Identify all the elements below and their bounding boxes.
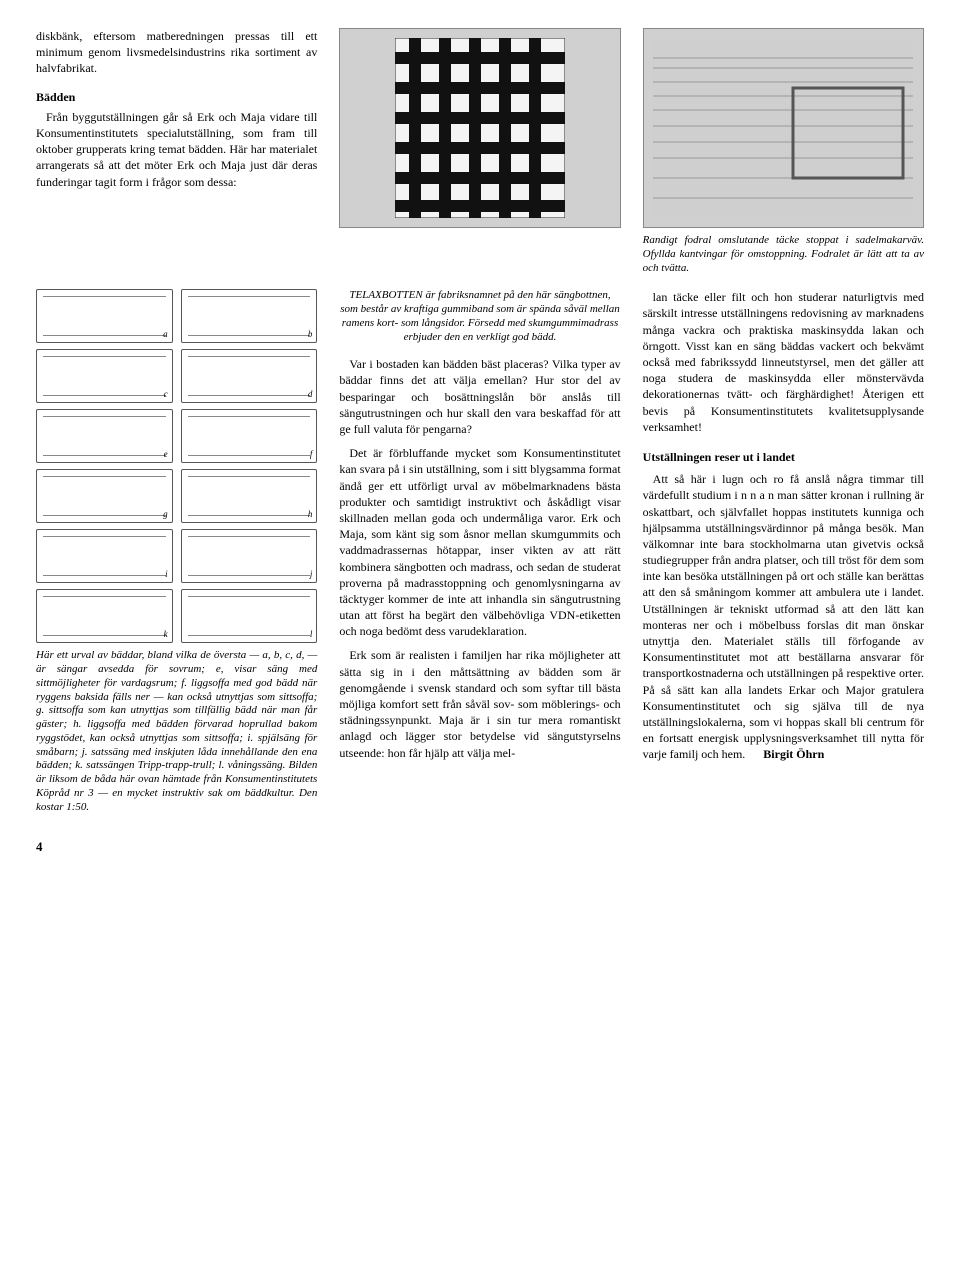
sketch-g bbox=[36, 469, 173, 523]
sketch-k bbox=[36, 589, 173, 643]
mid-p3: Erk som är realisten i familjen har rika… bbox=[339, 647, 620, 760]
page-number: 4 bbox=[36, 838, 317, 856]
fabric-pattern-icon bbox=[653, 38, 913, 218]
mid-p2: Det är förbluffande mycket som Konsument… bbox=[339, 445, 620, 639]
photo-telaxbotten bbox=[339, 28, 620, 228]
intro-paragraph: diskbänk, eftersom matberedningen pressa… bbox=[36, 28, 317, 77]
badden-paragraph: Från byggutställningen går så Erk och Ma… bbox=[36, 109, 317, 190]
right-p2: Att så här i lugn och ro få anslå några … bbox=[643, 471, 924, 762]
fabric-caption: Randigt fodral omslutande täcke stoppat … bbox=[643, 234, 924, 275]
right-heading: Utställningen reser ut i landet bbox=[643, 449, 924, 465]
photo-fabric-wrap: Randigt fodral omslutande täcke stoppat … bbox=[643, 28, 924, 285]
author-name: Birgit Öhrn bbox=[763, 747, 824, 761]
sketch-j bbox=[181, 529, 318, 583]
sketch-b bbox=[181, 289, 318, 343]
right-p2-text: Att så här i lugn och ro få anslå några … bbox=[643, 472, 924, 761]
column-3: lan täcke eller filt och hon studerar na… bbox=[643, 289, 924, 856]
photo-fabric bbox=[643, 28, 924, 228]
sketch-l bbox=[181, 589, 318, 643]
grid-pattern-icon bbox=[395, 38, 565, 218]
sketch-e bbox=[36, 409, 173, 463]
grid-caption: TELAXBOTTEN är fabriksnamnet på den här … bbox=[339, 289, 620, 344]
body-columns: Här ett urval av bäddar, bland vilka de … bbox=[36, 289, 924, 856]
photo-grid-wrap bbox=[339, 28, 620, 285]
page: diskbänk, eftersom matberedningen pressa… bbox=[36, 28, 924, 856]
sketch-f bbox=[181, 409, 318, 463]
sketch-i bbox=[36, 529, 173, 583]
column-1: Här ett urval av bäddar, bland vilka de … bbox=[36, 289, 317, 856]
sketch-caption: Här ett urval av bäddar, bland vilka de … bbox=[36, 649, 317, 814]
bed-sketches bbox=[36, 289, 317, 643]
sketch-d bbox=[181, 349, 318, 403]
right-p1: lan täcke eller filt och hon studerar na… bbox=[643, 289, 924, 435]
mid-p1: Var i bostaden kan bädden bäst placeras?… bbox=[339, 356, 620, 437]
column-2: TELAXBOTTEN är fabriksnamnet på den här … bbox=[339, 289, 620, 856]
sketch-h bbox=[181, 469, 318, 523]
sketch-c bbox=[36, 349, 173, 403]
heading-badden: Bädden bbox=[36, 89, 317, 105]
top-left-text: diskbänk, eftersom matberedningen pressa… bbox=[36, 28, 317, 285]
top-row: diskbänk, eftersom matberedningen pressa… bbox=[36, 28, 924, 285]
sketch-a bbox=[36, 289, 173, 343]
